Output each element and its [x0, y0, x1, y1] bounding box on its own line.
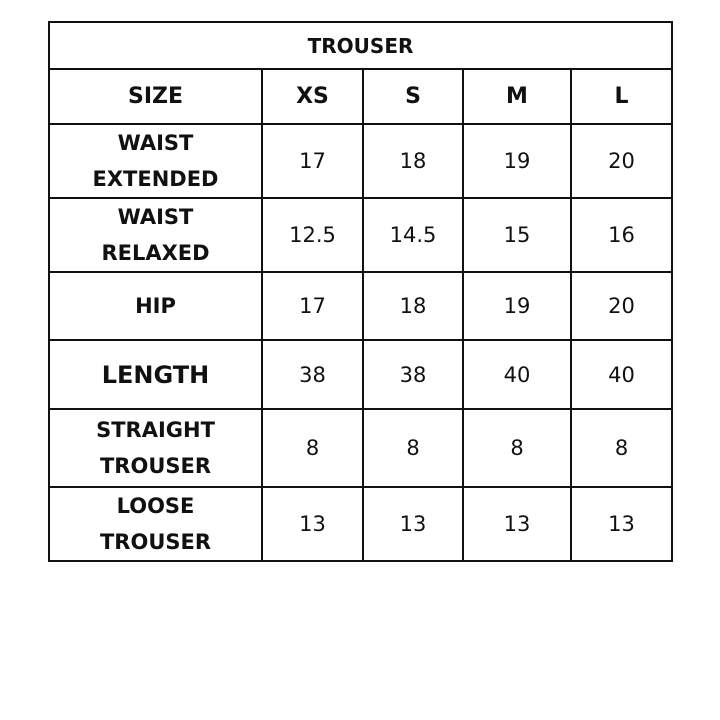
row-label-line: TROUSER — [99, 530, 212, 554]
header-m: M — [462, 68, 572, 125]
size-value-cell: 13 — [462, 486, 572, 562]
table-row: LENGTH 38 38 40 40 — [48, 339, 674, 410]
row-label-line: STRAIGHT — [96, 418, 215, 442]
row-label: WAIST EXTENDED — [48, 123, 263, 199]
row-label-line: WAIST — [117, 205, 194, 229]
row-label: LOOSE TROUSER — [48, 486, 263, 562]
size-value-cell: 13 — [569, 486, 674, 562]
table-row: LOOSE TROUSER 13 13 13 13 — [48, 486, 674, 562]
header-xs: XS — [261, 68, 364, 125]
row-label-line: EXTENDED — [92, 167, 219, 191]
size-value-cell: 8 — [362, 408, 464, 488]
header-l: L — [569, 68, 674, 125]
size-value-cell: 13 — [261, 486, 364, 562]
size-value-cell: 8 — [462, 408, 572, 488]
size-value-cell: 13 — [362, 486, 464, 562]
size-value-cell: 40 — [462, 339, 572, 410]
header-s: S — [362, 68, 464, 125]
row-label-line: LOOSE — [116, 494, 195, 518]
size-value-cell: 17 — [261, 123, 364, 199]
table-row: WAIST RELAXED 12.5 14.5 15 16 — [48, 197, 674, 273]
row-label-line: RELAXED — [101, 241, 210, 265]
table-row: HIP 17 18 19 20 — [48, 271, 674, 341]
size-chart-table: TROUSER SIZE XS S M L WAIST EXTENDED 17 18 1… — [47, 21, 674, 562]
row-label-line: WAIST — [117, 131, 194, 155]
table-row: WAIST EXTENDED 17 18 19 20 — [48, 123, 674, 199]
size-value-cell: 17 — [261, 271, 364, 341]
header-row: SIZE XS S M L — [48, 68, 674, 125]
size-value-cell: 20 — [569, 271, 674, 341]
size-value-cell: 19 — [462, 123, 572, 199]
size-value-cell: 12.5 — [261, 197, 364, 273]
row-label-line: HIP — [135, 294, 176, 318]
size-value-cell: 15 — [462, 197, 572, 273]
size-value-cell: 40 — [569, 339, 674, 410]
size-value-cell: 16 — [569, 197, 674, 273]
row-label: LENGTH — [48, 339, 263, 410]
row-label: STRAIGHT TROUSER — [48, 408, 263, 488]
size-value-cell: 14.5 — [362, 197, 464, 273]
size-value-cell: 18 — [362, 271, 464, 341]
size-value-cell: 38 — [261, 339, 364, 410]
row-label: WAIST RELAXED — [48, 197, 263, 273]
size-value-cell: 18 — [362, 123, 464, 199]
size-value-cell: 8 — [261, 408, 364, 488]
row-label-line: TROUSER — [99, 454, 212, 478]
size-value-cell: 19 — [462, 271, 572, 341]
header-size: SIZE — [48, 68, 263, 125]
size-value-cell: 8 — [569, 408, 674, 488]
table-row: STRAIGHT TROUSER 8 8 8 8 — [48, 408, 674, 488]
table-title: TROUSER — [47, 21, 674, 70]
row-label: HIP — [48, 271, 263, 341]
row-label-line: LENGTH — [101, 360, 210, 389]
size-value-cell: 38 — [362, 339, 464, 410]
size-value-cell: 20 — [569, 123, 674, 199]
